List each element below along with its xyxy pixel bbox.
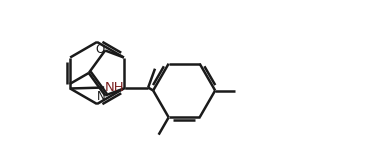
Text: N: N: [97, 90, 106, 103]
Text: O: O: [96, 43, 105, 56]
Text: NH: NH: [104, 81, 124, 94]
